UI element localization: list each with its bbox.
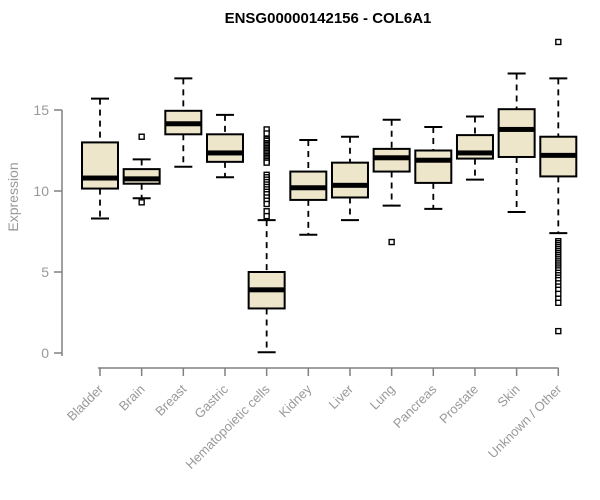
median-line [373, 155, 410, 161]
y-axis: 0 5 10 15 [33, 102, 63, 361]
y-tick-label: 0 [41, 345, 49, 361]
outlier-point [388, 238, 395, 246]
box-liver [330, 135, 369, 222]
box-kidney [289, 138, 328, 236]
x-category-label-gastric: Gastric [191, 381, 231, 421]
x-category-label-lung: Lung [367, 382, 398, 413]
median-line [540, 152, 577, 158]
y-tick-label: 5 [41, 264, 49, 280]
x-category-label-brain: Brain [116, 382, 148, 414]
x-category-label-pancreas: Pancreas [390, 381, 440, 431]
median-line [415, 157, 452, 163]
median-line [206, 150, 243, 156]
iqr-box [497, 108, 536, 158]
y-axis-label: Expression [5, 162, 21, 231]
outlier-point [263, 212, 270, 220]
median-line [82, 175, 118, 181]
box-unknown-other [539, 38, 578, 335]
boxplot-series [81, 38, 578, 354]
y-tick-label: 10 [33, 183, 49, 199]
median-line [123, 176, 160, 182]
x-category-label-bladder: Bladder [64, 381, 107, 424]
x-category-label-unknown-other: Unknown / Other [485, 381, 565, 461]
x-category-label-breast: Breast [152, 381, 189, 418]
outlier-point [138, 133, 145, 140]
box-bladder [81, 97, 119, 220]
median-line [290, 185, 327, 191]
outlier-point [263, 130, 270, 137]
iqr-box [205, 133, 244, 163]
x-category-label-kidney: Kidney [276, 381, 315, 420]
median-line [165, 121, 202, 127]
iqr-box [414, 149, 453, 184]
box-hematopoietic-cells [247, 126, 286, 354]
median-line [456, 150, 493, 156]
box-gastric [205, 113, 244, 179]
outlier-point [555, 299, 562, 306]
median-line [248, 287, 285, 293]
box-brain [122, 133, 161, 206]
x-category-label-liver: Liver [326, 381, 357, 412]
median-line [331, 182, 368, 188]
box-pancreas [414, 126, 453, 210]
median-line [498, 126, 535, 132]
box-breast [164, 77, 203, 168]
outlier-point [263, 200, 270, 208]
iqr-box [330, 161, 369, 199]
outlier-point [555, 38, 562, 46]
box-prostate [455, 115, 494, 181]
x-category-label-skin: Skin [494, 382, 522, 410]
outlier-point [263, 159, 270, 166]
y-tick-label: 15 [33, 102, 49, 118]
outlier-point [138, 199, 145, 206]
x-category-label-prostate: Prostate [436, 382, 481, 427]
iqr-box [81, 141, 119, 190]
box-lung [372, 118, 411, 246]
outlier-point [555, 327, 562, 335]
chart-title: ENSG00000142156 - COL6A1 [225, 10, 432, 27]
box-skin [497, 72, 536, 214]
